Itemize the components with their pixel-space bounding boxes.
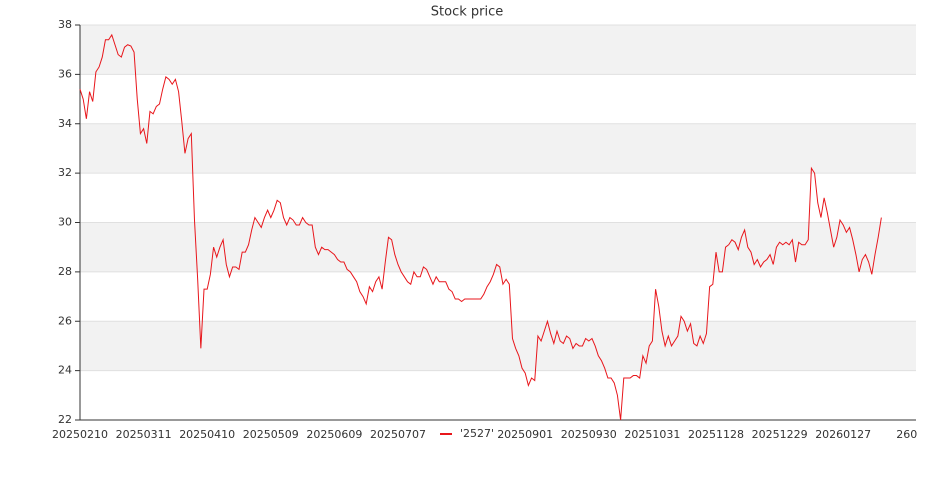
x-tick-label: 20250509 — [243, 428, 299, 441]
y-tick-label: 24 — [58, 364, 72, 377]
x-tick-label: 20250901 — [497, 428, 553, 441]
x-tick-label: 20250930 — [561, 428, 617, 441]
x-tick-label: 260 — [896, 428, 917, 441]
price-line — [79, 33, 882, 421]
grid-band — [80, 25, 916, 75]
y-tick-label: 26 — [58, 314, 72, 327]
x-tick-label: 20251128 — [688, 428, 744, 441]
y-tick-label: 22 — [58, 413, 72, 426]
y-tick-label: 36 — [58, 67, 72, 80]
x-tick-label: 20251031 — [624, 428, 680, 441]
x-tick-label: 20260127 — [815, 428, 871, 441]
grid-band — [80, 222, 916, 272]
x-tick-label: 20250410 — [179, 428, 235, 441]
x-tick-label: 20250707 — [370, 428, 426, 441]
x-tick-label: 20250311 — [116, 428, 172, 441]
y-tick-label: 34 — [58, 117, 72, 130]
legend-label: '2527' — [460, 427, 494, 440]
y-tick-label: 32 — [58, 166, 72, 179]
y-tick-label: 30 — [58, 216, 72, 229]
chart-title: Stock price — [431, 5, 503, 20]
grid-band — [80, 123, 916, 174]
x-tick-label: 20250609 — [306, 428, 362, 441]
y-tick-label: 28 — [58, 265, 72, 278]
x-tick-label: 20250210 — [52, 428, 108, 441]
y-tick-label: 38 — [58, 18, 72, 31]
grid-band — [80, 321, 916, 371]
x-tick-label: 20251229 — [752, 428, 808, 441]
